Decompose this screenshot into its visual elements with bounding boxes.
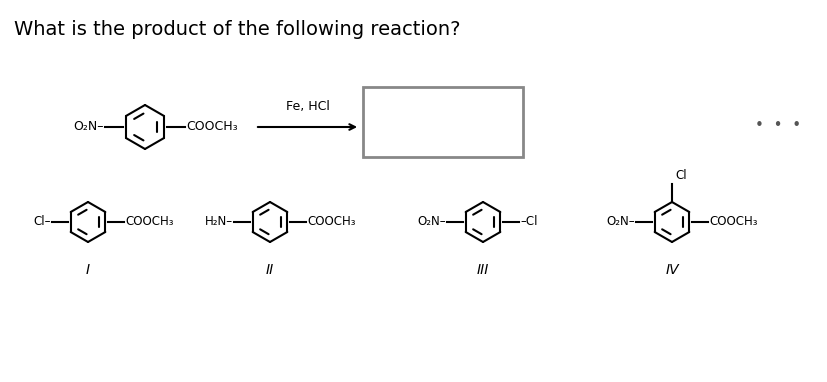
Text: COOCH₃: COOCH₃ xyxy=(125,215,174,228)
Text: COOCH₃: COOCH₃ xyxy=(708,215,757,228)
Text: –Cl: –Cl xyxy=(519,215,537,228)
Text: What is the product of the following reaction?: What is the product of the following rea… xyxy=(14,20,460,39)
Text: III: III xyxy=(476,263,489,277)
Text: Cl: Cl xyxy=(674,168,686,181)
Text: COOCH₃: COOCH₃ xyxy=(307,215,355,228)
Text: COOCH₃: COOCH₃ xyxy=(186,120,237,133)
Text: O₂N–: O₂N– xyxy=(74,120,104,133)
Text: IV: IV xyxy=(664,263,678,277)
Bar xyxy=(362,87,523,157)
Text: I: I xyxy=(86,263,90,277)
Text: H₂N–: H₂N– xyxy=(204,215,232,228)
Text: Fe, HCl: Fe, HCl xyxy=(285,100,329,113)
Text: Cl–: Cl– xyxy=(33,215,51,228)
Text: O₂N–: O₂N– xyxy=(605,215,634,228)
Text: II: II xyxy=(265,263,274,277)
Text: O₂N–: O₂N– xyxy=(417,215,446,228)
Text: •  •  •: • • • xyxy=(754,118,800,133)
